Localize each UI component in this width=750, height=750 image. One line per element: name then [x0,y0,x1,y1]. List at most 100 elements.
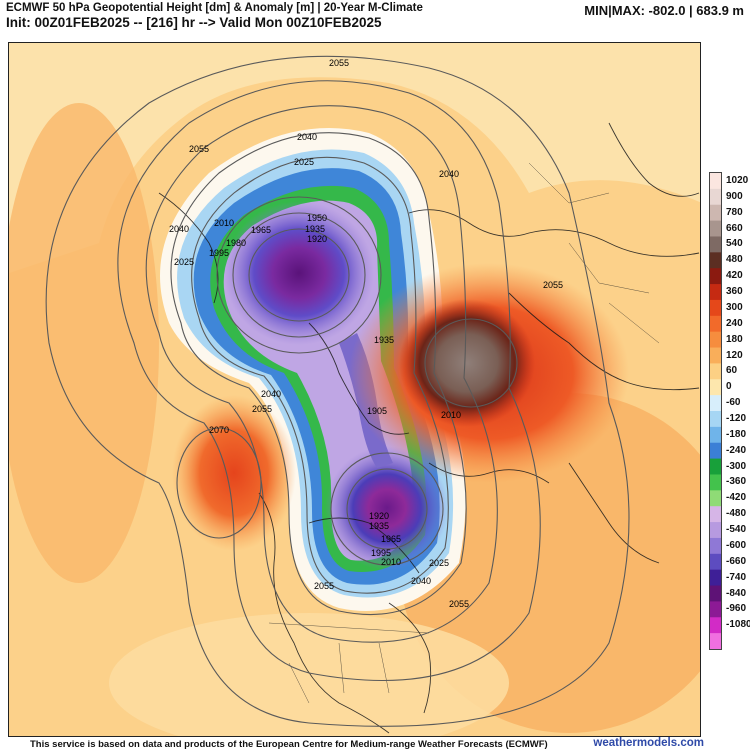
colorbar-label: -840 [726,587,747,599]
contour-label: 2055 [449,599,469,609]
colorbar-label: 300 [726,301,743,313]
contour-label: 1965 [381,534,401,544]
polar-vortex-lobe-south [325,446,449,570]
anomaly-map: 2055 2040 2055 2025 2040 2010 1965 1950 … [9,43,700,736]
contour-label: 1965 [251,225,271,235]
contour-label: 1980 [226,238,246,248]
borders [268,162,660,704]
colorbar-label: -480 [726,508,747,520]
colorbar-swatch [710,537,721,555]
colorbar-swatch [710,506,721,523]
colorbar-swatch [710,458,721,475]
colorbar-label: -420 [726,492,747,504]
colorbar-swatch [710,522,721,539]
colorbar-label: -360 [726,476,747,488]
colorbar-swatch [710,268,721,285]
eurasian-ridge-core [399,299,535,427]
contour-label: 1935 [369,521,389,531]
contour-label: 1995 [209,248,229,258]
colorbar-swatch [710,553,721,571]
colorbar-label: 1020 [726,174,749,186]
contour-label: 2055 [329,58,349,68]
contour-label: 1905 [367,406,387,416]
colorbar-label: -300 [726,460,747,472]
colorbar-swatch [710,633,721,649]
colorbar-label: 360 [726,286,743,297]
colorbar-label: -540 [726,524,747,535]
pacific-warm-anomaly [172,395,296,551]
contour-label: 1920 [369,511,389,521]
colorbar-label: 60 [726,365,738,377]
chart-subtitle: Init: 00Z01FEB2025 -- [216] hr --> Valid… [6,15,382,30]
colorbar-swatch [710,379,721,396]
colorbar-label: 540 [726,238,743,250]
height-contours [45,55,630,727]
colorbar-label: -180 [726,428,747,440]
contour-label: 2055 [314,581,334,591]
contour-label: 2040 [297,132,317,142]
colorbar-swatch [710,299,721,317]
colorbar-swatch [710,347,721,364]
contour-label: 2025 [174,257,194,267]
contour-label: 1995 [371,548,391,558]
contour-label: 2040 [439,169,459,179]
colorbar-swatch [710,442,721,460]
contour-label: 1950 [307,213,327,223]
contour-label: 1920 [307,234,327,244]
colorbar-swatch [710,426,721,444]
contour-label: 2010 [441,410,461,420]
brand-link[interactable]: weathermodels.com [593,737,704,749]
colorbar-label: 420 [726,270,743,282]
contour-label: 1935 [305,224,325,234]
colorbar-swatch [710,315,721,333]
polar-vortex-lobe-north [224,201,374,345]
colorbar-label: -240 [726,444,747,456]
footer-disclaimer: This service is based on data and produc… [30,739,548,750]
contour-labels: 2055 2040 2055 2025 2040 2010 1965 1950 … [169,58,563,609]
min-max-readout: MIN|MAX: -802.0 | 683.9 m [584,3,744,18]
colorbar-label: -60 [726,397,741,409]
light-warm-region [9,43,700,273]
colorbar-swatch [710,490,721,507]
contour-label: 2010 [214,218,234,228]
contour-label: 2055 [189,144,209,154]
colorbar-label: 240 [726,317,743,329]
coastlines [158,122,700,734]
colorbar-swatch [710,474,721,491]
colorbar-swatch [710,173,721,190]
colorbar-label: -740 [726,571,747,583]
chart-title: ECMWF 50 hPa Geopotential Height [dm] & … [6,2,423,14]
contour-label: 2010 [381,557,401,567]
colorbar-swatch [710,617,721,634]
colorbar-label: -960 [726,603,747,615]
colorbar-swatch [710,585,721,602]
colorbar-swatch [710,220,721,237]
colorbar-swatch [710,188,721,206]
south-light-region [109,613,509,736]
colorbar-label: 180 [726,333,743,345]
colorbar-label: -600 [726,539,747,551]
contour-label: 2040 [261,389,281,399]
contour-label: 2040 [169,224,189,234]
contour-label: 1935 [374,335,394,345]
colorbar-swatch [710,601,721,618]
contour-label: 2070 [209,425,229,435]
colorbar-label: 120 [726,349,743,361]
colorbar-label: 900 [726,190,743,202]
contour-label: 2055 [543,280,563,290]
colorbar-label: 780 [726,206,743,218]
colorbar-swatches [710,173,721,649]
colorbar-swatch [710,204,721,222]
colorbar-swatch [710,252,721,269]
colorbar-label: 660 [726,222,743,234]
colorbar-swatch [710,363,721,380]
colorbar-label: -1080 [726,619,750,631]
colorbar-label: -120 [726,412,747,424]
colorbar-swatch [710,331,721,349]
contour-label: 2055 [252,404,272,414]
colorbar-swatch [710,395,721,412]
west-warm-band [9,103,159,583]
colorbar-swatch [710,569,721,587]
contour-label: 2025 [429,558,449,568]
map-panel: 2055 2040 2055 2025 2040 2010 1965 1950 … [8,42,701,737]
